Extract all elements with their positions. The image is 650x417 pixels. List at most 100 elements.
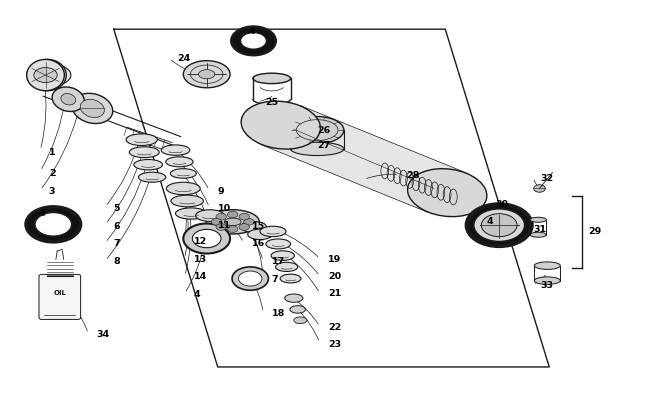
Ellipse shape (138, 172, 166, 182)
Text: 27: 27 (317, 141, 330, 151)
Ellipse shape (260, 226, 286, 237)
Circle shape (35, 213, 72, 236)
Text: 31: 31 (533, 225, 546, 234)
Circle shape (244, 219, 254, 225)
Text: 25: 25 (265, 98, 278, 107)
Ellipse shape (61, 93, 75, 105)
Ellipse shape (166, 157, 193, 167)
Text: 2: 2 (49, 168, 55, 178)
Text: 7: 7 (114, 239, 120, 249)
Text: 26: 26 (317, 126, 330, 135)
Text: OIL: OIL (53, 290, 66, 296)
Ellipse shape (276, 262, 298, 271)
Text: 23: 23 (328, 339, 341, 349)
Ellipse shape (206, 210, 259, 234)
Text: 32: 32 (541, 174, 554, 183)
Circle shape (216, 224, 226, 230)
Text: 14: 14 (194, 272, 207, 281)
FancyBboxPatch shape (39, 274, 81, 319)
Ellipse shape (183, 61, 230, 88)
Ellipse shape (196, 210, 224, 221)
Text: 4: 4 (486, 216, 493, 226)
Ellipse shape (481, 214, 517, 237)
Ellipse shape (294, 317, 307, 324)
Ellipse shape (129, 147, 159, 158)
Circle shape (227, 211, 238, 218)
Circle shape (183, 224, 230, 254)
Circle shape (239, 224, 250, 230)
Text: 20: 20 (328, 272, 341, 281)
Ellipse shape (72, 93, 112, 123)
Circle shape (239, 271, 262, 286)
Text: 28: 28 (406, 171, 420, 180)
Text: 22: 22 (328, 323, 341, 332)
Ellipse shape (171, 195, 203, 207)
Ellipse shape (29, 60, 66, 91)
Text: 5: 5 (114, 204, 120, 213)
Ellipse shape (199, 70, 215, 79)
Ellipse shape (253, 73, 291, 83)
Ellipse shape (530, 217, 546, 222)
Ellipse shape (534, 185, 545, 192)
Text: 4: 4 (194, 290, 200, 299)
Text: 18: 18 (272, 309, 285, 318)
Ellipse shape (408, 169, 487, 216)
Text: 17: 17 (272, 257, 285, 266)
Text: 9: 9 (218, 187, 224, 196)
Text: 7: 7 (272, 275, 278, 284)
Ellipse shape (481, 214, 517, 237)
Text: 33: 33 (541, 281, 554, 290)
Ellipse shape (161, 145, 190, 156)
Circle shape (239, 214, 250, 220)
Ellipse shape (280, 274, 301, 283)
Ellipse shape (166, 182, 200, 195)
Ellipse shape (248, 229, 272, 239)
Ellipse shape (291, 117, 344, 144)
Text: 29: 29 (588, 227, 601, 236)
Circle shape (476, 211, 522, 240)
Text: 11: 11 (218, 221, 231, 230)
Polygon shape (262, 106, 466, 212)
Ellipse shape (81, 99, 104, 118)
Text: 19: 19 (328, 255, 341, 264)
Ellipse shape (224, 218, 241, 226)
Circle shape (35, 213, 72, 236)
Ellipse shape (266, 239, 291, 249)
Ellipse shape (285, 294, 303, 302)
Ellipse shape (530, 232, 546, 237)
Circle shape (211, 219, 222, 225)
Ellipse shape (534, 277, 560, 284)
Text: 8: 8 (114, 257, 120, 266)
Text: 4: 4 (39, 209, 46, 218)
Circle shape (26, 207, 81, 242)
Ellipse shape (126, 134, 157, 146)
Ellipse shape (474, 209, 525, 241)
Ellipse shape (27, 64, 71, 87)
Circle shape (467, 204, 532, 246)
Circle shape (227, 226, 238, 233)
Text: 15: 15 (252, 221, 265, 231)
Text: 4: 4 (248, 27, 255, 36)
Ellipse shape (176, 208, 207, 219)
Text: 13: 13 (194, 255, 207, 264)
Circle shape (192, 229, 221, 248)
Ellipse shape (241, 101, 320, 149)
Ellipse shape (134, 160, 162, 170)
Ellipse shape (290, 306, 305, 313)
Text: 34: 34 (96, 330, 109, 339)
Ellipse shape (534, 262, 560, 269)
Circle shape (240, 33, 266, 49)
Text: 3: 3 (49, 187, 55, 196)
Text: 24: 24 (177, 54, 190, 63)
Text: 10: 10 (218, 204, 231, 213)
Text: 1: 1 (49, 148, 55, 157)
Circle shape (232, 267, 268, 290)
Circle shape (231, 27, 276, 55)
Text: 16: 16 (252, 239, 265, 249)
Circle shape (216, 214, 226, 220)
Circle shape (34, 68, 57, 83)
Text: 12: 12 (194, 237, 207, 246)
Text: 6: 6 (114, 221, 120, 231)
Ellipse shape (27, 60, 64, 91)
Ellipse shape (240, 221, 266, 232)
